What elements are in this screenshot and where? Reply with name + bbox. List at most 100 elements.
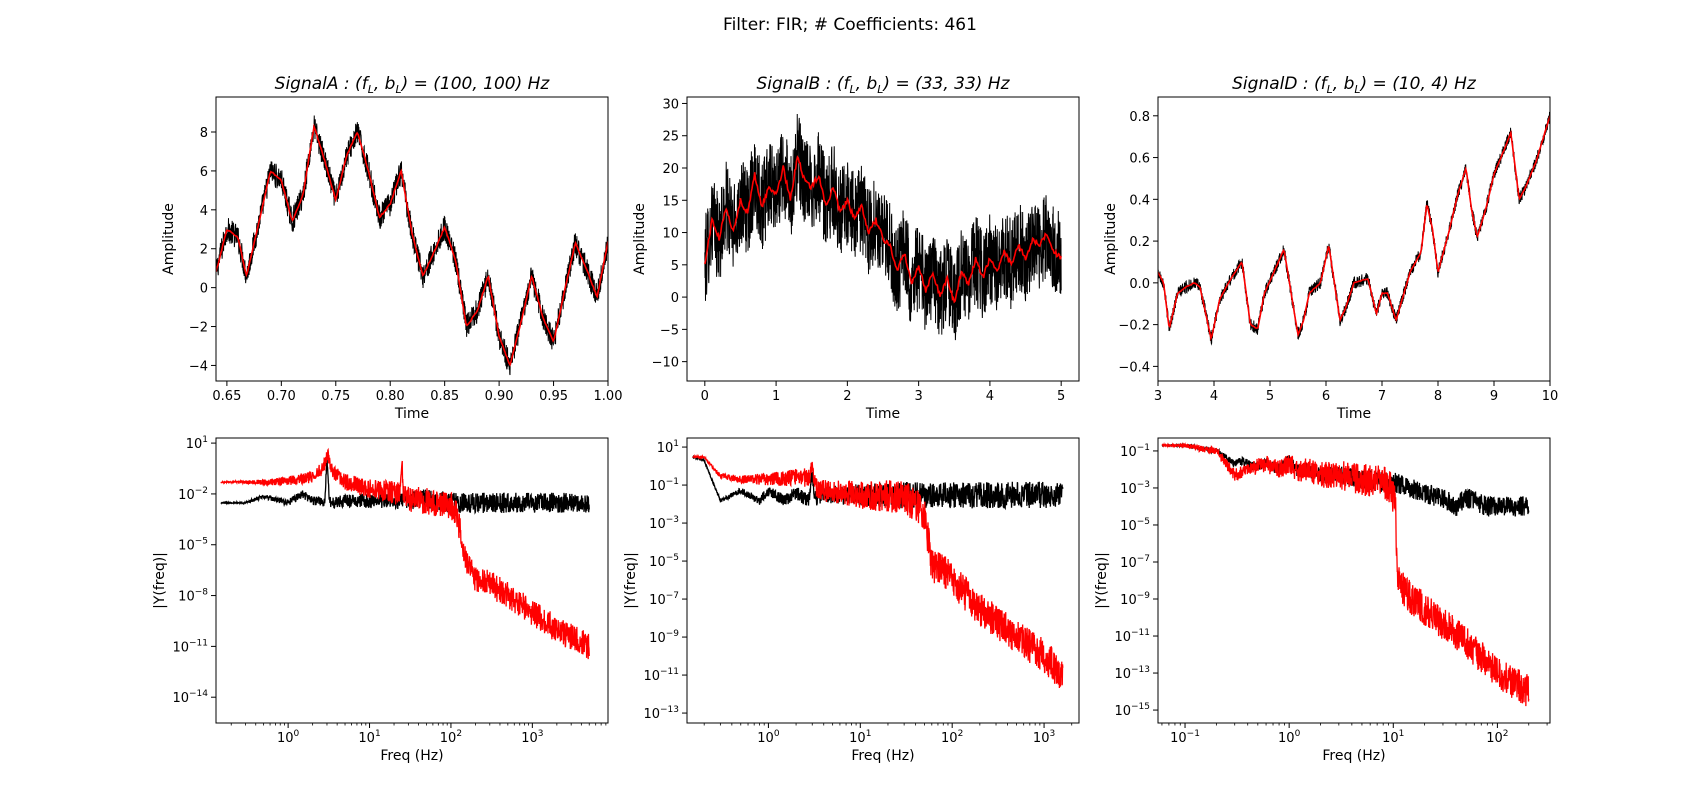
series-filtered-line [216,123,608,367]
x-tick-label: 100 [277,729,300,746]
x-tick-label: 3 [914,389,922,404]
y-tick-label: 10−9 [649,629,679,646]
axes-frame [215,437,609,724]
y-tick-label: 10−8 [178,588,208,605]
subplot-title: SignalD : (fL, bL) = (10, 4) Hz [1232,74,1477,96]
x-axis-label: Freq (Hz) [1322,748,1385,764]
x-tick-label: 4 [986,389,994,404]
y-tick-label: 0.4 [1129,193,1150,208]
y-tick-label: −10 [652,356,679,371]
x-tick-label: 101 [358,729,380,746]
y-tick-label: 2 [200,243,208,258]
y-tick-label: 15 [662,194,679,209]
y-tick-label: 10−7 [1120,554,1150,571]
subplot-3: SignalD : (fL, bL) = (10, 4) Hz 3 4 5 6 7 8 9 10… [1103,74,1558,422]
x-axis-label: Freq (Hz) [380,748,443,764]
y-tick-label: 0.8 [1129,110,1150,125]
y-tick-label: 10−5 [649,553,679,570]
y-tick-label: 0 [671,291,679,306]
y-tick-label: 6 [200,165,208,180]
plot-area [216,115,608,376]
axes-frame [1157,437,1551,724]
y-tick-label: 10−13 [1114,665,1150,682]
plot-area [1161,442,1530,707]
y-tick-label: 20 [662,162,679,177]
axes-frame [686,437,1080,724]
y-tick-label: 10−15 [1114,702,1150,719]
y-tick-label: 25 [662,130,679,145]
figure-suptitle: Filter: FIR; # Coefficients: 461 [723,15,977,35]
y-tick-label: −5 [660,323,679,338]
x-tick-label: 0.80 [376,389,405,404]
series-raw-line [1158,111,1550,346]
series-filtered-line [692,453,1064,689]
y-tick-label: 0.2 [1129,235,1150,250]
series-filtered-line [1158,115,1550,341]
x-tick-label: 101 [849,729,871,746]
y-tick-label: 10−7 [649,591,679,608]
series-raw-line [704,113,1062,341]
x-tick-label: 0.95 [539,389,568,404]
x-tick-label: 7 [1378,389,1386,404]
series-filtered-line [1161,442,1530,707]
x-tick-label: 5 [1057,389,1065,404]
x-tick-label: 10−1 [1170,729,1200,746]
y-tick-label: 5 [671,259,679,274]
y-axis-label: |Y(freq)| [152,552,168,609]
y-tick-label: 10−11 [643,667,679,684]
y-axis-label: |Y(freq)| [1094,552,1110,609]
subplot-5: 100 101 102 103 101 10−1 10−3 10−5 10−7 10−9 10−11… [623,437,1080,764]
axes-frame [1157,96,1551,382]
y-tick-label: 10−13 [643,705,679,722]
axes-frame [215,96,609,382]
x-tick-label: 1.00 [594,389,623,404]
y-axis-label: |Y(freq)| [623,552,639,609]
x-axis-label: Time [394,406,429,422]
y-tick-label: 0.0 [1129,277,1150,292]
series-filtered-line [704,155,1062,304]
y-tick-label: 10−5 [1120,517,1150,534]
y-tick-label: 0.6 [1129,152,1150,167]
series-raw-line [216,115,608,376]
y-tick-label: 8 [200,126,208,141]
x-tick-label: 0.90 [485,389,514,404]
x-tick-label: 6 [1322,389,1330,404]
y-tick-label: 10−9 [1120,591,1150,608]
y-tick-label: −0.4 [1118,360,1150,375]
y-tick-label: 10 [662,227,679,242]
x-tick-label: 100 [1278,729,1301,746]
x-tick-label: 0 [701,389,709,404]
y-tick-label: 10−5 [178,537,208,554]
axes-frame [686,96,1080,382]
x-tick-label: 100 [757,729,780,746]
x-tick-label: 0.85 [430,389,459,404]
y-tick-label: 10−11 [1114,628,1150,645]
x-axis-label: Time [865,406,900,422]
y-tick-label: −2 [189,321,208,336]
y-tick-label: 10−3 [1120,480,1150,497]
x-tick-label: 0.65 [212,389,241,404]
x-tick-label: 0.75 [321,389,350,404]
y-tick-label: −4 [189,359,208,374]
series-raw-line [220,456,590,515]
plot-area [692,453,1064,689]
y-tick-label: 10−1 [649,477,679,494]
y-tick-label: 10−2 [178,486,208,503]
y-tick-label: 30 [662,97,679,112]
x-axis-label: Freq (Hz) [851,748,914,764]
x-tick-label: 101 [1382,729,1404,746]
y-tick-label: 101 [186,435,208,452]
x-tick-label: 5 [1266,389,1274,404]
y-axis-label: Amplitude [1103,203,1119,275]
x-tick-label: 102 [440,729,462,746]
x-tick-label: 4 [1210,389,1218,404]
x-tick-label: 9 [1490,389,1498,404]
x-tick-label: 10 [1542,389,1559,404]
x-tick-label: 8 [1434,389,1442,404]
plot-area [1158,111,1550,346]
y-tick-label: 10−11 [172,638,208,655]
series-filtered-line [220,447,590,660]
subplot-title: SignalA : (fL, bL) = (100, 100) Hz [275,74,551,96]
subplot-title: SignalB : (fL, bL) = (33, 33) Hz [756,74,1010,96]
